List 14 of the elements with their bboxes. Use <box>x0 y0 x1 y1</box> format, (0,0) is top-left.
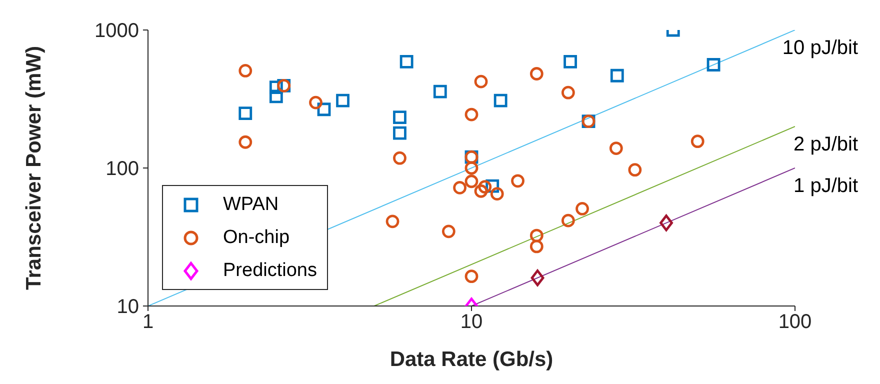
legend-label: Predictions <box>223 260 317 282</box>
series-label: 1 pJ/bit <box>794 175 858 197</box>
y-axis-title: Transceiver Power (mW) <box>22 46 46 290</box>
y-tick-label: 100 <box>106 158 139 180</box>
series-label: 2 pJ/bit <box>794 133 858 156</box>
y-tick-label: 1000 <box>94 20 139 42</box>
x-tick-label: 10 <box>460 311 483 334</box>
x-tick-label: 1 <box>142 311 154 334</box>
legend-label: On-chip <box>223 226 290 248</box>
legend-label: WPAN <box>223 194 279 216</box>
x-axis-title: Data Rate (Gb/s) <box>390 348 554 371</box>
x-tick-label: 100 <box>778 311 812 334</box>
y-tick-label: 10 <box>116 296 139 318</box>
series-label: 10 pJ/bit <box>782 37 858 59</box>
